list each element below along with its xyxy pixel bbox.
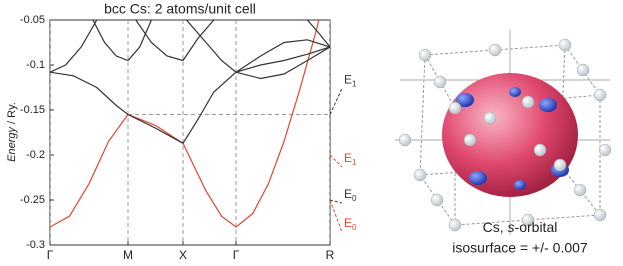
- x-tick-label: Γ: [47, 248, 54, 262]
- caption-part: s: [508, 219, 515, 235]
- caption-part: -orbital: [515, 219, 558, 235]
- annotation-sub: 1: [352, 80, 357, 89]
- annotation-label: E0: [344, 216, 357, 232]
- band-line: [50, 71, 184, 144]
- annotation-connector: [329, 88, 343, 115]
- band-line: [92, 20, 152, 62]
- plot-area: [50, 20, 330, 245]
- x-tick-label: Γ: [233, 248, 240, 262]
- x-tick-label: M: [123, 248, 133, 262]
- band-line: [186, 20, 330, 73]
- caption-line-2: isosurface = +/- 0.007: [452, 240, 588, 256]
- y-tick-label: -0.2: [26, 149, 45, 161]
- y-tick-label: -0.15: [20, 104, 45, 116]
- y-tick-label: -0.05: [20, 14, 45, 26]
- y-tick-label: -0.1: [26, 59, 45, 71]
- chart-title: bcc Cs: 2 atoms/unit cell: [104, 1, 256, 17]
- annotation-main: E: [344, 151, 352, 165]
- band-line: [182, 46, 330, 144]
- band-line: [50, 20, 98, 73]
- band-line: [235, 46, 330, 80]
- caption-line-1: Cs, s-orbital: [483, 219, 558, 235]
- y-tick-label: -0.3: [26, 239, 45, 251]
- annotation-connector: [329, 154, 343, 168]
- orbital-image: Cs, s-orbital isosurface = +/- 0.007: [395, 30, 612, 256]
- annotation-main: E: [344, 216, 352, 230]
- caption-part: Cs,: [483, 219, 508, 235]
- annotation-sub: 1: [352, 158, 357, 167]
- annotation-sub: 0: [352, 223, 357, 232]
- band-line: [135, 20, 215, 62]
- annotation-label: E0: [344, 187, 357, 203]
- band-line: [50, 20, 320, 228]
- annotation-label: E1: [344, 73, 357, 89]
- annotation-main: E: [344, 187, 352, 201]
- annotation-label: E1: [344, 151, 357, 167]
- y-label-italic: Energy: [6, 126, 18, 162]
- annotation-sub: 0: [352, 194, 357, 203]
- annotation-main: E: [344, 73, 352, 87]
- annotation-connector: [329, 199, 343, 204]
- y-label-rest: / Ry.: [6, 102, 18, 127]
- y-tick-label: -0.25: [20, 194, 45, 206]
- band-line: [306, 20, 330, 48]
- annotation-connector: [329, 199, 343, 233]
- y-axis-label: Energy / Ry.: [6, 102, 18, 162]
- x-tick-label: R: [326, 248, 335, 262]
- x-tick-label: X: [179, 248, 187, 262]
